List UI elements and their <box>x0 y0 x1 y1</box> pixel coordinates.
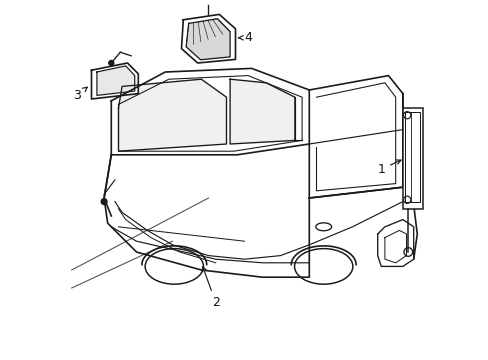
Text: 3: 3 <box>73 87 87 102</box>
Polygon shape <box>377 220 413 266</box>
Circle shape <box>108 60 114 66</box>
Bar <box>404 112 419 202</box>
Text: 1: 1 <box>377 160 400 176</box>
Polygon shape <box>97 66 134 95</box>
Circle shape <box>101 199 107 204</box>
Polygon shape <box>118 79 226 151</box>
Polygon shape <box>181 14 235 63</box>
Polygon shape <box>111 68 309 155</box>
Polygon shape <box>309 76 402 198</box>
Polygon shape <box>186 19 230 60</box>
Text: 2: 2 <box>202 267 219 309</box>
Text: 4: 4 <box>238 31 251 44</box>
Bar <box>402 108 422 209</box>
Polygon shape <box>230 79 294 144</box>
Polygon shape <box>91 63 138 99</box>
